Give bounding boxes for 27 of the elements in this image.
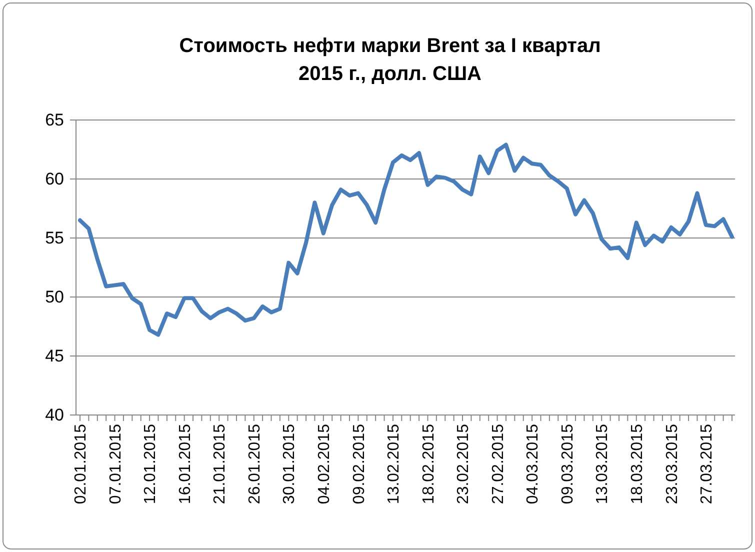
y-tick-label: 60	[45, 169, 64, 188]
x-tick-label: 13.02.2015	[386, 424, 403, 504]
x-tick-label: 02.01.2015	[72, 424, 90, 504]
y-tick-label: 55	[45, 228, 64, 248]
y-tick-label: 40	[45, 405, 64, 424]
x-tick-label: 21.01.2015	[212, 424, 229, 504]
x-tick-label: 16.01.2015	[176, 424, 194, 504]
x-tick-label: 23.02.2015	[455, 424, 472, 504]
x-tick-label: 04.03.2015	[524, 424, 542, 504]
x-tick-label: 27.03.2015	[698, 424, 716, 504]
x-tick-label: 09.03.2015	[559, 424, 576, 504]
y-tick-label: 65	[45, 110, 64, 130]
y-tick-label: 45	[45, 346, 64, 366]
x-tick-label: 04.02.2015	[316, 424, 334, 504]
x-tick-label: 27.02.2015	[490, 424, 507, 504]
x-tick-label: 13.03.2015	[594, 424, 612, 504]
x-tick-label: 26.01.2015	[246, 424, 264, 504]
x-tick-label: 30.01.2015	[281, 424, 298, 504]
x-tick-label: 07.01.2015	[107, 424, 124, 504]
x-tick-label: 09.02.2015	[350, 424, 368, 504]
x-tick-label: 12.01.2015	[142, 424, 160, 504]
x-tick-label: 18.02.2015	[420, 424, 438, 504]
chart-title: Стоимость нефти марки Brent за I квартал 2015 г., долл. США	[179, 35, 601, 85]
x-tick-label: 18.03.2015	[628, 424, 646, 504]
y-tick-label: 50	[45, 287, 64, 306]
x-tick-label: 23.03.2015	[664, 424, 681, 504]
line-series	[78, 142, 734, 337]
